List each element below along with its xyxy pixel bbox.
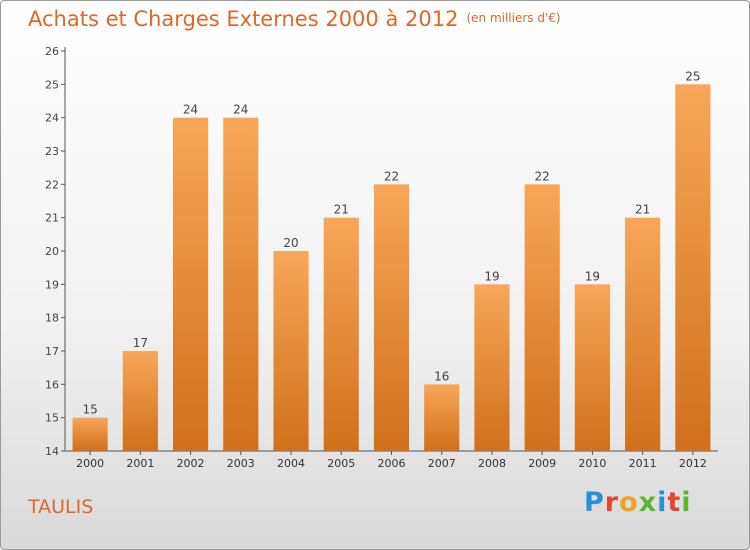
bar-2003 [223, 117, 259, 452]
logo-letter: x [638, 487, 658, 518]
bar-2008 [474, 284, 510, 451]
x-tick-label: 2005 [327, 457, 355, 470]
x-tick-label: 2007 [428, 457, 456, 470]
x-tick-label: 2002 [177, 457, 205, 470]
y-tick-label: 23 [45, 145, 59, 158]
bar-2007 [424, 384, 460, 451]
logo-letter: i [657, 487, 668, 518]
chart-data-labels: 15 17 24 24 20 21 22 16 19 22 19 21 25 [82, 69, 700, 416]
bar-2005 [323, 217, 359, 451]
y-tick-label: 20 [45, 245, 59, 258]
logo-letter: o [619, 487, 639, 518]
bar-2009 [524, 184, 560, 452]
data-label-2001: 17 [133, 336, 148, 350]
proxiti-logo: Proxiti [584, 487, 692, 518]
y-tick-label: 16 [45, 378, 59, 391]
x-tick-label: 2011 [629, 457, 657, 470]
y-tick-label: 14 [45, 445, 59, 458]
y-tick-label: 15 [45, 412, 59, 425]
x-tick-label: 2010 [578, 457, 606, 470]
data-label-2004: 20 [283, 236, 298, 250]
chart-bars [72, 84, 711, 452]
data-label-2007: 16 [434, 369, 449, 383]
data-label-2003: 24 [233, 103, 248, 117]
bar-2004 [273, 251, 309, 451]
chart-unit-note: (en milliers d'€) [466, 11, 561, 25]
x-tick-label: 2000 [76, 457, 104, 470]
bar-2006 [373, 184, 410, 452]
x-tick-label: 2001 [126, 457, 154, 470]
x-tick-label: 2008 [478, 457, 506, 470]
y-tick-label: 19 [45, 278, 59, 291]
x-tick-label: 2003 [227, 457, 255, 470]
data-label-2010: 19 [585, 269, 600, 283]
data-label-2011: 21 [635, 203, 650, 217]
y-tick-label: 24 [45, 112, 59, 125]
bar-2000 [72, 417, 108, 451]
data-label-2002: 24 [183, 103, 198, 117]
bar-2012 [675, 84, 711, 451]
chart-title-text: Achats et Charges Externes 2000 à 2012 [28, 7, 459, 31]
data-label-2008: 19 [484, 269, 499, 283]
bar-2011 [625, 217, 661, 451]
data-label-2012: 25 [685, 69, 700, 83]
data-label-2006: 22 [384, 169, 399, 183]
x-tick-label: 2004 [277, 457, 305, 470]
logo-letter: P [584, 487, 605, 518]
data-label-2005: 21 [334, 203, 349, 217]
x-tick-label: 2006 [378, 457, 406, 470]
commune-name: TAULIS [28, 496, 94, 518]
chart-title: Achats et Charges Externes 2000 à 2012 (e… [28, 7, 561, 31]
bar-2001 [122, 351, 158, 451]
x-tick-label: 2012 [679, 457, 707, 470]
logo-letter: r [604, 487, 620, 518]
x-tick-label: 2009 [528, 457, 556, 470]
y-tick-label: 17 [45, 345, 59, 358]
bar-2010 [574, 284, 611, 451]
data-label-2009: 22 [535, 169, 550, 183]
y-tick-label: 25 [45, 78, 59, 91]
y-tick-label: 22 [45, 178, 59, 191]
logo-letter: t [667, 487, 682, 518]
y-tick-label: 18 [45, 312, 59, 325]
chart-axes: 14 15 16 17 18 19 20 21 22 23 24 25 26 2000 2001 2002 20… [45, 45, 718, 470]
logo-letter: i [681, 487, 692, 518]
bar-2002 [172, 117, 209, 452]
y-tick-label: 21 [45, 212, 59, 225]
y-tick-label: 26 [45, 45, 59, 58]
data-label-2000: 15 [82, 403, 97, 417]
